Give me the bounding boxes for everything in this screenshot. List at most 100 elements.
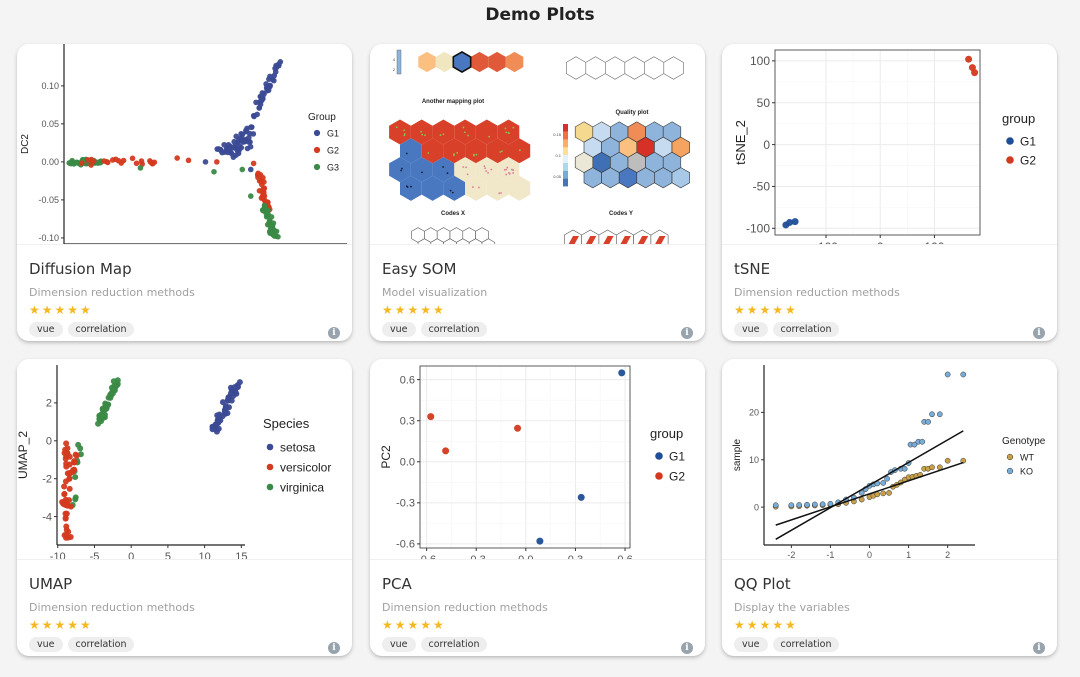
data-point-versicolor [62, 455, 69, 462]
tag-vue[interactable]: vue [382, 637, 416, 652]
legend-title: Genotype [1002, 436, 1046, 447]
y-tick-label: 0.05 [41, 119, 59, 129]
data-point-versicolor [66, 485, 73, 492]
som-hex-mapping [432, 157, 455, 183]
card-title[interactable]: Diffusion Map [29, 260, 132, 278]
som-hex-mapping [421, 175, 444, 201]
data-point-G3 [73, 159, 80, 166]
x-tick-label: 5 [165, 551, 171, 559]
legend-label-G1: G1 [327, 128, 339, 138]
data-point-versicolor [62, 478, 69, 485]
som-mapping-glyph [401, 167, 403, 170]
card-pca[interactable]: -0.6 -0.3 0.0 0.3 0.6 -0.6 -0.3 0.0 0.3 0.6 PC2 gro… [370, 359, 705, 656]
card-tsne[interactable]: -100 -50 0 50 100 -100 0 100 tSNE_2 group G1 G2 tSN… [722, 44, 1057, 341]
plot-preview[interactable]: -100 -50 0 50 100 -100 0 100 tSNE_2 group G1 G2 [722, 44, 1057, 245]
som-scale-label: 2 [393, 67, 396, 72]
plot-preview[interactable]: 4 2 Another mapping plot Quality plot 0.15 0.… [370, 44, 705, 245]
data-point-versicolor [63, 510, 70, 517]
som-mapping-glyph [403, 133, 406, 135]
data-point-KO [919, 438, 926, 445]
data-point-G1 [618, 369, 626, 377]
card-title[interactable]: UMAP [29, 575, 73, 593]
info-icon[interactable]: i [681, 642, 693, 654]
tag-correlation[interactable]: correlation [67, 637, 135, 652]
info-icon[interactable]: i [1033, 327, 1045, 339]
som-mapping-glyph [490, 168, 493, 171]
info-icon[interactable]: i [1033, 642, 1045, 654]
info-icon[interactable]: i [681, 327, 693, 339]
y-tick-label: 0 [754, 502, 759, 512]
y-tick-label: 0.0 [400, 457, 415, 469]
data-point-WT [886, 490, 892, 496]
som-mapping-glyph [500, 192, 502, 194]
info-icon[interactable]: i [328, 327, 340, 339]
star-rating: ★★★★★ [29, 618, 93, 632]
tag-correlation[interactable]: correlation [772, 322, 840, 337]
som-hex-mapping [400, 175, 422, 201]
legend-label-versicolor: versicolor [280, 461, 331, 475]
tag-vue[interactable]: vue [382, 322, 416, 337]
plot-preview[interactable]: -0.10 -0.05 0.00 0.05 0.10 DC2 Group G1 G2 G3 [17, 44, 352, 245]
som-hex-codes-x [481, 238, 496, 244]
som-mapping-glyph [427, 152, 430, 154]
tag-correlation[interactable]: correlation [420, 637, 488, 652]
som-codes-y-bar [637, 236, 649, 244]
tag-vue[interactable]: vue [29, 637, 63, 652]
data-point-G2 [971, 69, 979, 77]
x-tick-label: -5 [90, 551, 100, 559]
card-qq-plot[interactable]: 0 10 20 -2 -1 0 1 2 sample Genotype WT KO QQ Plot D… [722, 359, 1057, 656]
som-quality-scale-band [563, 163, 568, 171]
som-hex-mapping [475, 157, 498, 183]
legend-label-G1: G1 [1020, 135, 1036, 149]
data-point-G2 [85, 157, 91, 163]
tag-correlation[interactable]: correlation [772, 637, 840, 652]
som-hex-mapping [389, 119, 411, 145]
som-title-quality: Quality plot [616, 110, 649, 116]
tag-list: vue correlation [29, 637, 340, 652]
card-diffusion-map[interactable]: -0.10 -0.05 0.00 0.05 0.10 DC2 Group G1 G2 G3 Dif… [17, 44, 352, 341]
card-easy-som[interactable]: 4 2 Another mapping plot Quality plot 0.15 0.… [370, 44, 705, 341]
data-point-virginica [72, 474, 79, 481]
data-point-setosa [214, 412, 221, 419]
data-point-G3 [239, 166, 246, 173]
data-point-KO [925, 418, 931, 425]
panel-border [419, 365, 631, 549]
x-tick-label: 0 [867, 550, 872, 559]
tag-vue[interactable]: vue [734, 322, 768, 337]
som-title-codes-x: Codes X [441, 211, 465, 217]
tag-vue[interactable]: vue [734, 637, 768, 652]
som-mapping-glyph [504, 127, 507, 130]
data-point-G3 [263, 208, 270, 215]
data-point-setosa [219, 399, 226, 406]
som-title-codes-y: Codes Y [609, 211, 633, 217]
tag-vue[interactable]: vue [29, 322, 63, 337]
data-point-KO [929, 411, 935, 418]
card-subtitle: Dimension reduction methods [29, 601, 195, 614]
card-title[interactable]: QQ Plot [734, 575, 791, 593]
card-title[interactable]: tSNE [734, 260, 771, 278]
plot-preview[interactable]: 0 10 20 -2 -1 0 1 2 sample Genotype WT KO [722, 359, 1057, 560]
x-tick-label: -0.6 [417, 554, 436, 559]
legend-label-G1: G1 [669, 450, 685, 464]
card-title[interactable]: Easy SOM [382, 260, 457, 278]
plot-preview[interactable]: -0.6 -0.3 0.0 0.3 0.6 -0.6 -0.3 0.0 0.3 0.6 PC2 gro… [370, 359, 705, 560]
data-point-G2 [261, 193, 268, 199]
info-icon[interactable]: i [328, 642, 340, 654]
som-hex-top-left [418, 51, 436, 73]
x-tick-label: 0.6 [617, 554, 632, 559]
card-umap[interactable]: -4 -2 0 2 -10 -5 0 5 10 15 UMAP_2 Species setosa vers… [17, 359, 352, 656]
tag-correlation[interactable]: correlation [67, 322, 135, 337]
som-mapping-glyph [424, 134, 426, 137]
data-point-G2 [514, 424, 522, 432]
tag-correlation[interactable]: correlation [420, 322, 488, 337]
som-mapping-glyph [511, 168, 513, 171]
x-tick-label: 0 [128, 551, 134, 559]
som-hex-mapping [443, 175, 466, 201]
legend-key-G3 [313, 163, 321, 171]
card-title[interactable]: PCA [382, 575, 412, 593]
som-mapping-glyph [403, 129, 406, 132]
legend-label-G2: G2 [1020, 154, 1036, 168]
legend-label-G2: G2 [327, 145, 339, 155]
plot-preview[interactable]: -4 -2 0 2 -10 -5 0 5 10 15 UMAP_2 Species setosa vers… [17, 359, 352, 560]
data-point-KO [901, 465, 908, 472]
